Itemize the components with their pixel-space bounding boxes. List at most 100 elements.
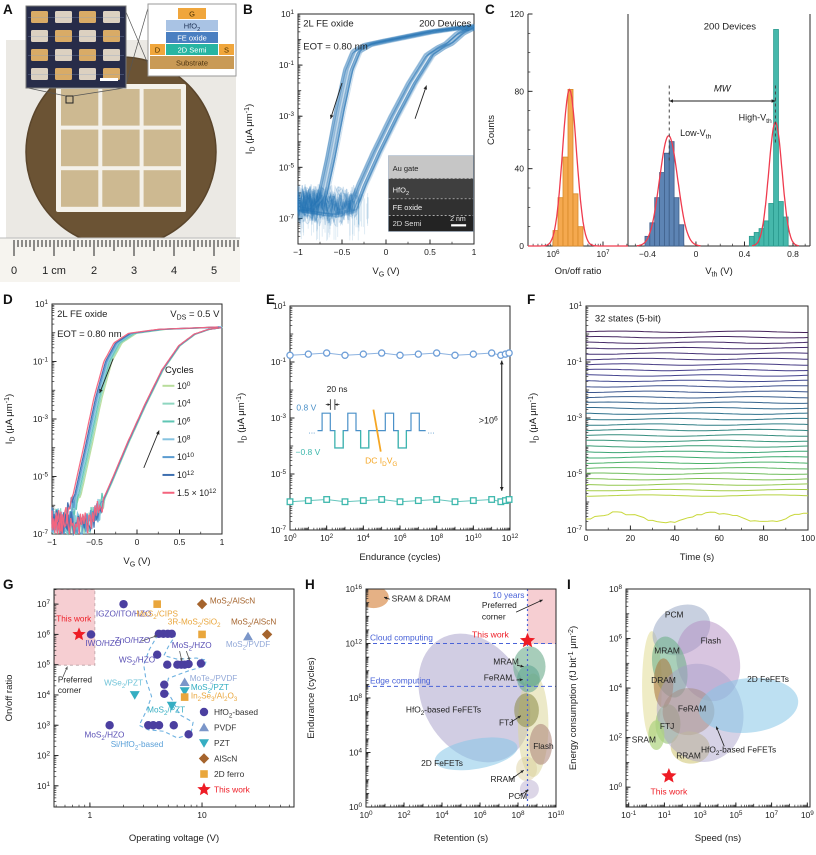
svg-text:10-7: 10-7 <box>279 213 295 223</box>
svg-text:0: 0 <box>384 247 389 257</box>
technology-label: MRAM <box>493 657 519 667</box>
svg-text:108: 108 <box>430 533 443 543</box>
svg-text:10-3: 10-3 <box>33 414 49 424</box>
point-pvdf <box>180 677 190 686</box>
svg-text:107: 107 <box>765 810 778 820</box>
point-alscn <box>262 629 272 639</box>
preferred-corner-region <box>528 590 557 645</box>
x-axis-label: Retention (s) <box>434 833 488 844</box>
legend-entry: 1012 <box>177 470 194 480</box>
svg-text:80: 80 <box>759 533 769 543</box>
panel-I: I 10-1 101 103 105 107 109 100 102 104 106 108 Spee… <box>564 575 816 855</box>
x-axis-label: VG (V) <box>372 266 399 279</box>
legend-cycles: Cycles100104106108101010121.5 × 1012 <box>163 365 217 498</box>
svg-text:10-5: 10-5 <box>271 469 287 479</box>
svg-text:−0.5: −0.5 <box>86 537 103 547</box>
technology-label: corner <box>482 612 506 622</box>
x-axis-label: Speed (ns) <box>695 833 741 844</box>
histogram-high-vth <box>749 29 798 246</box>
svg-text:105: 105 <box>37 660 50 670</box>
legend-entry: 108 <box>177 434 191 444</box>
point-label: MoS2/AlScN <box>231 618 276 630</box>
dc-readout-label: DC IDVG <box>365 455 397 468</box>
retention-states-canvas: 0 20 40 60 80 10010110-110-310-510-7Time (s)I… <box>524 290 816 575</box>
wafer-photo-canvas: G HfO2FE oxide D 2D Semi S Substrate 0 1 cm 2 3 4 5 <box>0 0 240 290</box>
annotation: 2L FE oxide <box>303 18 353 29</box>
on_state-series <box>287 350 512 358</box>
legend: HfO2-based PVDF PZT AlScN 2D ferro This work <box>197 707 258 795</box>
fe-oxide-label: FE oxide <box>177 34 207 43</box>
high-vth-label: High-Vth <box>739 112 772 125</box>
svg-text:1: 1 <box>220 537 225 547</box>
svg-text:106: 106 <box>473 810 486 820</box>
this-work-star <box>661 768 676 783</box>
technology-label: PCM <box>665 609 684 619</box>
panel-G: G 1 10 101 102 103 104 105 106 107 Operating volt… <box>0 575 302 855</box>
semi-label: 2D Semi <box>178 46 207 55</box>
svg-text:0: 0 <box>519 241 524 251</box>
svg-text:10-3: 10-3 <box>279 111 295 121</box>
panel-C: C 0 40 80 120 106 107 −0.4 0 0.4 0.8 On/off ratio V… <box>482 0 816 290</box>
svg-text:−1: −1 <box>47 537 57 547</box>
point-label: MoS2/HZO <box>172 641 212 653</box>
svg-text:108: 108 <box>609 584 622 594</box>
ruler-number: 5 <box>211 265 217 277</box>
point-hfo2 <box>87 630 95 638</box>
point-label: In2Se3/Al2O3 <box>191 692 238 704</box>
svg-text:10-5: 10-5 <box>33 472 49 482</box>
point-pzt <box>130 691 140 700</box>
preferred-corner-label: corner <box>58 686 81 695</box>
low-vth-label: Low-Vth <box>680 128 711 141</box>
panel-letter-I: I <box>567 577 571 592</box>
svg-text:−0.4: −0.4 <box>639 249 656 259</box>
technology-label: Flash <box>701 636 722 646</box>
legend-entry: 1010 <box>177 452 194 462</box>
svg-text:10-7: 10-7 <box>33 529 49 539</box>
svg-text:1: 1 <box>472 247 477 257</box>
point-label: MoS2/PZT <box>147 706 185 718</box>
cycle-curves <box>52 327 222 534</box>
x-axis-label: Operating voltage (V) <box>129 833 219 844</box>
svg-text:101: 101 <box>35 299 48 309</box>
die <box>102 130 139 167</box>
point-label: WSe2/PZT <box>104 678 143 690</box>
y-axis-label: Endurance (cycles) <box>306 657 317 738</box>
ruler: 0 1 cm 2 3 4 5 <box>0 238 240 282</box>
svg-text:101: 101 <box>658 810 671 820</box>
y-axis-label: Counts <box>486 115 497 145</box>
panel-letter-B: B <box>243 2 253 17</box>
panel-E: E 100 102 104 106 108 1010 1012 101 10-1 10-3 10-5… <box>232 290 524 575</box>
svg-text:0.5: 0.5 <box>174 537 186 547</box>
x-axis-label: Endurance (cycles) <box>359 552 440 563</box>
svg-text:10-3: 10-3 <box>271 413 287 423</box>
legend-entry: 100 <box>177 381 191 391</box>
svg-text:0.8: 0.8 <box>787 249 799 259</box>
svg-text:0: 0 <box>135 537 140 547</box>
die <box>144 130 181 167</box>
svg-text:101: 101 <box>37 781 50 791</box>
legend-entry: 1.5 × 1012 <box>177 488 217 498</box>
svg-text:107: 107 <box>37 599 50 609</box>
point-hfo2 <box>170 721 178 729</box>
panel-letter-A: A <box>3 2 13 17</box>
svg-text:103: 103 <box>37 720 50 730</box>
annotation: EOT = 0.80 nm <box>57 329 122 340</box>
tem-inset: Au gateHfO2FE oxide2D Semi 2 nm <box>389 156 473 231</box>
substrate-label: Substrate <box>176 59 208 68</box>
point-hfo2 <box>105 721 113 729</box>
svg-text:10-5: 10-5 <box>567 469 583 479</box>
svg-text:1: 1 <box>88 810 93 820</box>
off_state-series <box>287 497 512 505</box>
y-axis-label: On/off ratio <box>4 675 15 722</box>
point-hfo2 <box>184 660 192 668</box>
legend-entry: AlScN <box>214 754 237 764</box>
point-ferro2d <box>198 631 206 639</box>
technology-label: PCM <box>509 791 528 801</box>
point-pvdf <box>243 632 253 641</box>
point-label: MoS2/AlScN <box>210 597 255 609</box>
die <box>61 130 98 167</box>
svg-text:100: 100 <box>801 533 815 543</box>
tem-layer-label: 2D Semi <box>393 219 422 228</box>
onoff-ratio-label: >106 <box>479 416 498 426</box>
die <box>144 170 181 207</box>
